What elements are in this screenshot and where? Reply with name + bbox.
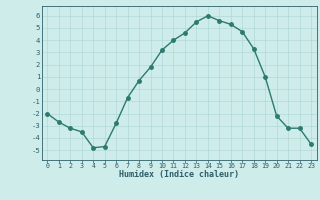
X-axis label: Humidex (Indice chaleur): Humidex (Indice chaleur) xyxy=(119,170,239,179)
